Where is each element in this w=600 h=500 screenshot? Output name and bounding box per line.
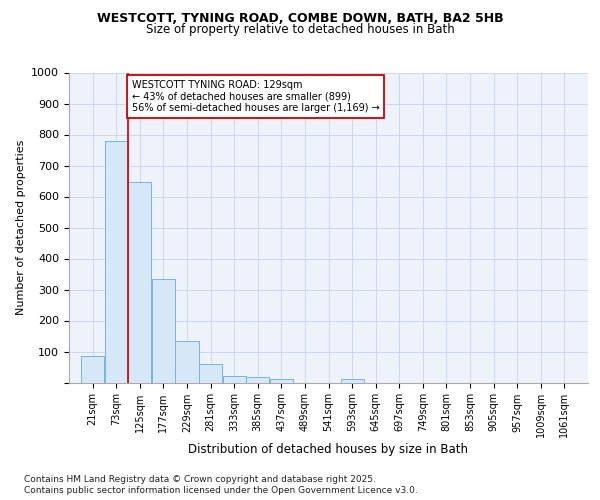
Bar: [128, 182, 151, 382]
Bar: [341, 380, 364, 382]
Bar: [223, 376, 245, 382]
Text: WESTCOTT, TYNING ROAD, COMBE DOWN, BATH, BA2 5HB: WESTCOTT, TYNING ROAD, COMBE DOWN, BATH,…: [97, 12, 503, 26]
Bar: [246, 377, 269, 382]
Text: Contains public sector information licensed under the Open Government Licence v3: Contains public sector information licen…: [24, 486, 418, 495]
Bar: [270, 380, 293, 382]
Bar: [175, 340, 199, 382]
Text: WESTCOTT TYNING ROAD: 129sqm
← 43% of detached houses are smaller (899)
56% of s: WESTCOTT TYNING ROAD: 129sqm ← 43% of de…: [131, 80, 379, 114]
Bar: [104, 140, 128, 382]
Bar: [152, 278, 175, 382]
Text: Size of property relative to detached houses in Bath: Size of property relative to detached ho…: [146, 24, 454, 36]
Text: Contains HM Land Registry data © Crown copyright and database right 2025.: Contains HM Land Registry data © Crown c…: [24, 475, 376, 484]
Bar: [199, 364, 222, 382]
X-axis label: Distribution of detached houses by size in Bath: Distribution of detached houses by size …: [188, 443, 469, 456]
Bar: [81, 356, 104, 382]
Y-axis label: Number of detached properties: Number of detached properties: [16, 140, 26, 315]
